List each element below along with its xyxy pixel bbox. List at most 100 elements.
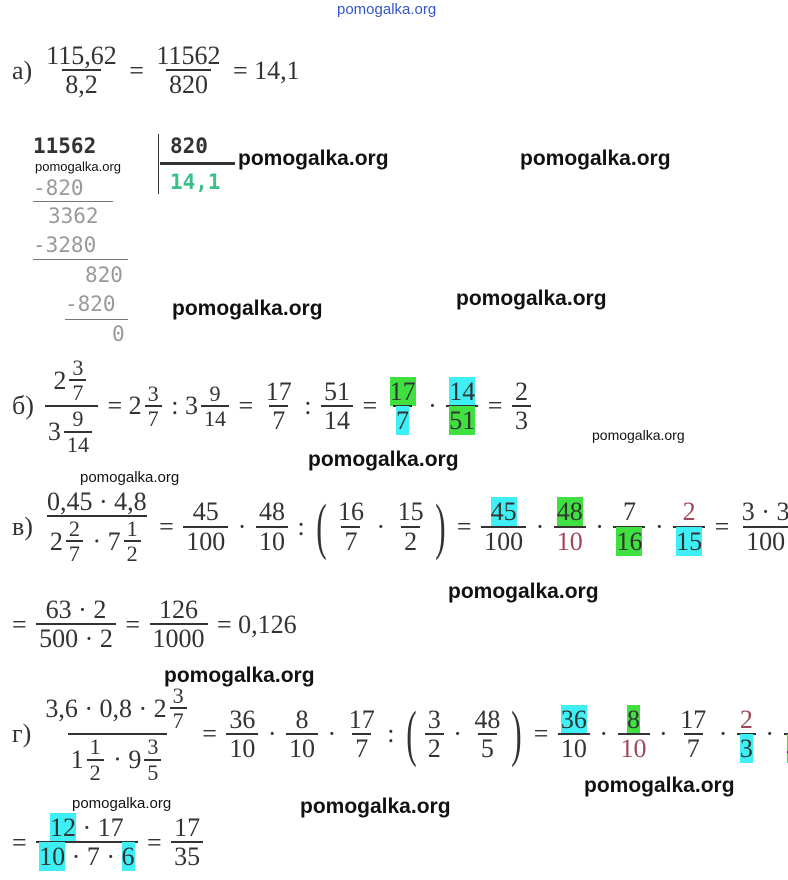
division-rule — [65, 319, 128, 320]
denominator: 5 — [477, 732, 497, 764]
highlighted-number: 14 — [449, 376, 476, 406]
denominator: 3 — [736, 732, 756, 764]
denominator: 48 — [783, 732, 788, 764]
math-text: = — [195, 719, 224, 749]
watermark: pomogalka.org — [164, 664, 315, 687]
fraction: 126 1000 — [149, 596, 208, 654]
fraction: 63 · 2 500 · 2 — [36, 596, 116, 654]
fraction: 51 14 — [320, 377, 353, 436]
numerator: 16 — [335, 498, 367, 525]
fraction: 17 7 — [263, 377, 295, 436]
math-text: = — [152, 512, 181, 542]
math-text: 7 — [622, 497, 636, 527]
watermark: pomogalka.org — [35, 159, 121, 174]
math-text: 3 — [147, 734, 159, 760]
math-text: 2 — [89, 759, 101, 785]
math-text: 14 — [203, 405, 227, 431]
watermark: pomogalka.org — [80, 469, 180, 486]
math-text: = 14,1 — [226, 55, 300, 85]
math-text: 115,62 — [46, 41, 117, 70]
math-text: 10 — [229, 733, 256, 763]
fraction: 36 10 — [226, 705, 259, 764]
denominator: 10 — [226, 732, 259, 764]
right-paren: ) — [511, 699, 522, 769]
denominator: 7 — [69, 379, 87, 406]
denominator: 7 — [65, 540, 83, 567]
denominator: 7 — [169, 707, 187, 733]
fraction: 48 5 — [471, 705, 503, 764]
whole-part: 2 — [49, 526, 63, 556]
denominator: 2 — [123, 540, 141, 566]
numerator: 9 — [69, 407, 86, 430]
watermark: pomogalka.org — [592, 427, 685, 443]
math-text: 0,45 · 4,8 — [46, 487, 147, 516]
fraction: 3 · 3 · 7100 · 5 — [739, 498, 788, 556]
math-text: = — [122, 55, 151, 85]
denominator: 2 — [401, 525, 421, 557]
parenthesized-group: (3 2 · 48 5) — [401, 699, 527, 769]
math-text: 8,2 — [65, 70, 98, 100]
highlighted-number: 48 — [556, 497, 583, 527]
math-text: 7 — [68, 541, 80, 567]
math-text: 45 — [192, 497, 219, 527]
numerator: 17 — [171, 814, 203, 841]
numerator: 17 — [677, 705, 709, 733]
math-text: 7 — [72, 380, 84, 406]
expression-g-continued: = 12 · 17 10 · 7 · 6 = 17 35 — [12, 813, 206, 872]
highlighted-number: 51 — [449, 405, 476, 435]
numerator: 3 — [425, 704, 444, 734]
watermark: pomogalka.org — [584, 774, 735, 797]
numerator: 17 — [263, 377, 295, 405]
math-text: 820 — [168, 70, 208, 100]
denominator: 100 — [183, 525, 229, 557]
numerator: 7 — [620, 498, 639, 525]
highlighted-number: 45 — [490, 497, 517, 527]
math-text: 14 — [323, 405, 350, 435]
numerator: 51 — [321, 377, 353, 405]
highlighted-number: 48 — [786, 733, 788, 763]
math-text: = 0,126 — [210, 609, 297, 639]
math-text: = — [450, 512, 479, 542]
denominator: 2 — [424, 732, 444, 764]
denominator: 1000 — [149, 623, 208, 654]
fraction: 9 14 — [200, 382, 230, 431]
math-text: 17 — [348, 704, 375, 734]
numerator: 115,62 — [43, 42, 120, 69]
left-paren: ( — [406, 699, 417, 769]
math-text: 7 — [355, 733, 369, 763]
watermark: pomogalka.org — [448, 580, 599, 603]
numerator: 3 · 3 · 7 — [739, 498, 788, 525]
math-text: : — [380, 719, 401, 749]
math-text: · 7 · — [65, 842, 122, 872]
math-text: 100 — [484, 526, 524, 556]
math-text: · — [592, 719, 615, 749]
denominator: 7 — [341, 525, 361, 557]
math-text: 3 — [147, 380, 159, 406]
math-text: : — [290, 512, 312, 542]
highlighted-number: 36 — [560, 704, 587, 734]
fraction: 17 7 — [346, 704, 378, 764]
math-text: 100 · 5 — [746, 526, 786, 556]
math-text: = — [355, 391, 384, 421]
highlighted-number: 17 — [389, 376, 416, 406]
numerator: 1 — [87, 735, 104, 758]
whole-part: 3 — [47, 416, 61, 446]
math-text: · — [106, 744, 129, 774]
expression-a: а) 115,62 8,2 = 11562 820 = 14,1 — [12, 42, 300, 100]
math-text: 3 — [427, 704, 441, 734]
denominator: 7 — [352, 732, 372, 764]
highlighted-number: 7 — [396, 405, 410, 435]
fraction: 45 100 — [183, 497, 229, 557]
fraction: 9 14 — [63, 407, 92, 456]
math-text: · — [231, 512, 253, 542]
highlighted-number: 10 — [556, 526, 583, 556]
watermark: pomogalka.org — [337, 1, 437, 18]
division-step: 0 — [112, 322, 125, 346]
quotient: 14,1 — [170, 170, 221, 194]
numerator: 48 — [471, 705, 503, 733]
